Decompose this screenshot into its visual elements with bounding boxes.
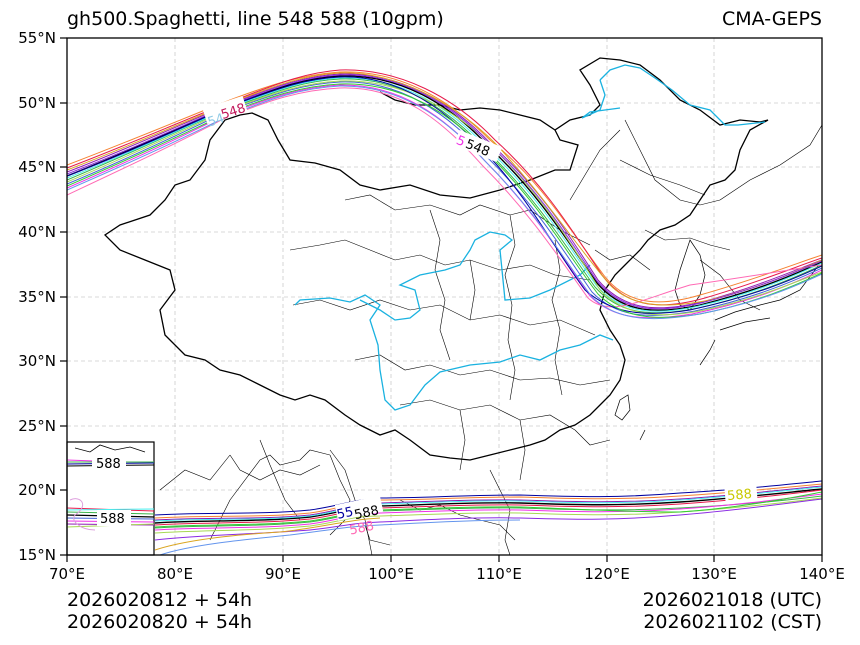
svg-text:55: 55 bbox=[335, 505, 354, 523]
lat-tick-label: 15°N bbox=[18, 546, 56, 564]
valid-time-cst: 2026021102 (CST) bbox=[643, 611, 822, 633]
axis-ticks bbox=[60, 37, 823, 562]
lat-tick-label: 30°N bbox=[18, 352, 56, 370]
init-times: 2026020812 + 54h 2026020820 + 54h bbox=[67, 589, 252, 633]
lon-tick-label: 100°E bbox=[368, 565, 414, 583]
lon-tick-label: 140°E bbox=[799, 565, 845, 583]
contour-548-bundle bbox=[67, 69, 822, 320]
valid-time-utc: 2026021018 (UTC) bbox=[642, 589, 822, 611]
chart-title: gh500.Spaghetti, line 548 588 (10gpm) bbox=[67, 8, 444, 30]
lon-tick-label: 130°E bbox=[691, 565, 737, 583]
svg-text:548: 548 bbox=[219, 101, 247, 123]
rivers bbox=[294, 64, 766, 411]
lat-tick-label: 55°N bbox=[18, 29, 56, 47]
model-source-label: CMA-GEPS bbox=[721, 8, 822, 30]
lon-tick-label: 120°E bbox=[584, 565, 630, 583]
inset-label-bottom: 588 bbox=[100, 512, 125, 527]
lon-tick-label: 70°E bbox=[48, 565, 86, 583]
lat-tick-label: 25°N bbox=[18, 417, 56, 435]
inset-label-top: 588 bbox=[96, 457, 121, 472]
valid-times: 2026021018 (UTC) 2026021102 (CST) bbox=[643, 589, 822, 633]
lat-tick-label: 50°N bbox=[18, 94, 56, 112]
lon-tick-label: 80°E bbox=[156, 565, 194, 583]
svg-text:588: 588 bbox=[353, 503, 380, 523]
contour-labels: 54 548 5 548 55 588 588 588 bbox=[202, 95, 758, 539]
lon-tick-label: 90°E bbox=[264, 565, 302, 583]
svg-text:588: 588 bbox=[727, 487, 753, 504]
init-time-2: 2026020820 + 54h bbox=[67, 611, 253, 633]
lat-tick-label: 20°N bbox=[18, 481, 56, 499]
national-border bbox=[103, 57, 769, 461]
init-time-1: 2026020812 + 54h bbox=[67, 589, 253, 611]
lon-tick-label: 110°E bbox=[476, 565, 522, 583]
northern-border bbox=[379, 91, 556, 131]
lat-tick-label: 40°N bbox=[18, 223, 56, 241]
lat-tick-label: 45°N bbox=[18, 158, 56, 176]
svg-text:588: 588 bbox=[348, 519, 375, 539]
svg-text:54: 54 bbox=[206, 111, 226, 130]
contour-588-bundle bbox=[154, 480, 822, 555]
province-borders bbox=[159, 119, 822, 555]
lat-tick-label: 35°N bbox=[18, 288, 56, 306]
inset-map: 588 588 bbox=[66, 441, 155, 556]
